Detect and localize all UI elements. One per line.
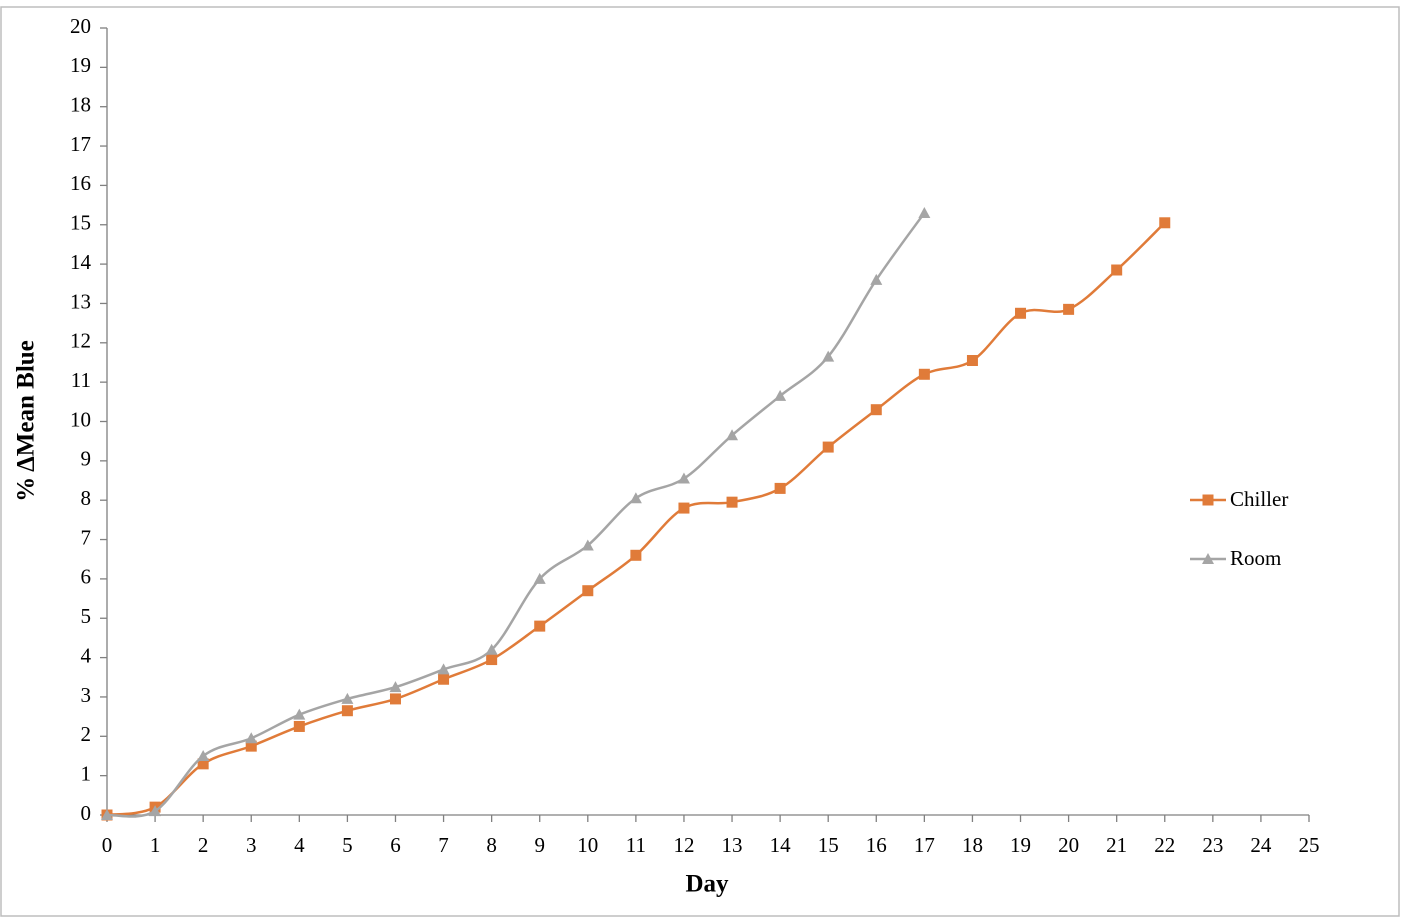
x-tick-label: 18 [962, 833, 983, 857]
x-tick-label: 6 [390, 833, 401, 857]
x-tick-label: 5 [342, 833, 353, 857]
legend-marker [1202, 553, 1214, 564]
x-tick-label: 20 [1058, 833, 1079, 857]
data-point [293, 708, 306, 720]
data-point [1015, 307, 1027, 319]
y-tick-label: 11 [71, 368, 91, 392]
x-tick-label: 17 [914, 833, 935, 857]
data-point [533, 572, 546, 584]
data-point [918, 368, 930, 380]
data-point [581, 539, 594, 551]
chart-frame [0, 6, 1400, 917]
x-tick-label: 16 [866, 833, 887, 857]
y-tick-label: 17 [70, 132, 91, 156]
x-tick-label: 0 [102, 833, 113, 857]
x-tick-label: 4 [294, 833, 305, 857]
x-tick-label: 2 [198, 833, 209, 857]
legend-label: Chiller [1230, 487, 1288, 511]
y-tick-label: 5 [81, 604, 92, 628]
y-tick-label: 0 [81, 801, 92, 825]
y-tick-label: 1 [81, 761, 92, 785]
legend-label: Room [1230, 546, 1281, 570]
data-point [341, 692, 354, 704]
y-tick-label: 2 [81, 722, 92, 746]
data-point [629, 492, 642, 504]
series-line [106, 212, 926, 818]
y-tick-label: 8 [81, 486, 92, 510]
y-tick-label: 7 [81, 525, 92, 549]
x-tick-label: 21 [1106, 833, 1127, 857]
x-tick-label: 8 [486, 833, 497, 857]
data-point [437, 663, 450, 675]
y-tick-label: 15 [70, 211, 91, 235]
x-axis-title: Day [685, 871, 729, 898]
x-tick-label: 3 [246, 833, 257, 857]
x-tick-label: 22 [1154, 833, 1175, 857]
data-point [101, 809, 113, 820]
y-tick-label: 4 [81, 643, 92, 667]
data-point [822, 441, 834, 453]
legend-marker [1202, 494, 1214, 506]
data-point [389, 693, 401, 705]
data-point [870, 273, 883, 285]
data-point [197, 758, 209, 770]
data-point [197, 749, 210, 761]
data-point [630, 549, 642, 561]
y-tick-label: 20 [70, 14, 91, 38]
y-tick-label: 14 [70, 250, 92, 274]
data-point [1063, 303, 1075, 315]
y-tick-label: 3 [81, 683, 92, 707]
y-tick-label: 16 [70, 171, 91, 195]
data-point [726, 429, 739, 441]
x-tick-label: 12 [673, 833, 694, 857]
data-point [726, 496, 738, 508]
x-tick-label: 7 [438, 833, 449, 857]
y-tick-label: 6 [81, 565, 92, 589]
x-tick-label: 23 [1202, 833, 1223, 857]
data-point [341, 705, 353, 717]
x-tick-label: 24 [1250, 833, 1272, 857]
data-point [438, 673, 450, 685]
x-tick-label: 25 [1299, 833, 1320, 857]
y-tick-label: 13 [70, 289, 91, 313]
y-tick-label: 19 [70, 53, 91, 77]
y-tick-label: 9 [81, 447, 92, 471]
x-tick-label: 9 [534, 833, 545, 857]
data-point [389, 681, 402, 693]
data-point [293, 720, 305, 732]
x-tick-label: 11 [626, 833, 646, 857]
y-tick-label: 18 [70, 93, 91, 117]
data-point [677, 472, 690, 484]
data-point [1111, 264, 1123, 276]
data-point [918, 206, 931, 218]
data-point [678, 502, 690, 514]
x-tick-label: 15 [818, 833, 839, 857]
data-point [534, 620, 546, 632]
data-point [966, 355, 978, 367]
x-tick-label: 14 [770, 833, 792, 857]
data-point [870, 404, 882, 416]
data-point [245, 740, 257, 752]
x-tick-label: 19 [1010, 833, 1031, 857]
data-point [774, 482, 786, 494]
data-point [486, 654, 498, 666]
x-tick-label: 10 [577, 833, 598, 857]
y-tick-label: 10 [70, 407, 91, 431]
y-tick-label: 12 [70, 329, 91, 353]
y-axis-title: % ΔMean Blue [13, 340, 40, 502]
data-point [582, 585, 594, 597]
data-point [822, 350, 835, 362]
data-point [149, 805, 162, 817]
x-tick-label: 1 [150, 833, 161, 857]
data-point [245, 732, 258, 744]
data-point [485, 643, 498, 655]
x-tick-label: 13 [722, 833, 743, 857]
series-line [106, 221, 1166, 817]
data-point [774, 389, 787, 401]
data-point [1159, 217, 1171, 229]
